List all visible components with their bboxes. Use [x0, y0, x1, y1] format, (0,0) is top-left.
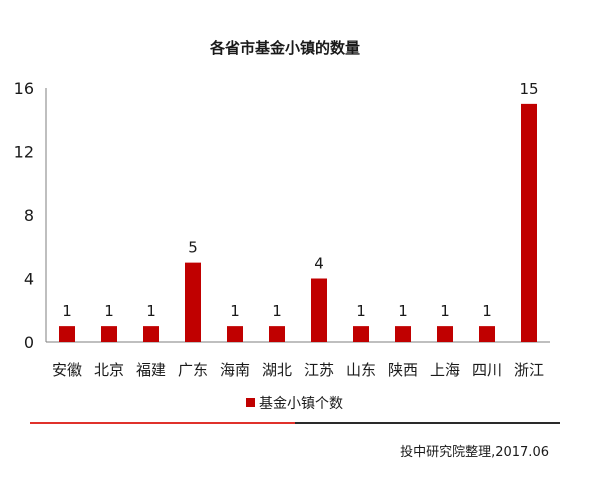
data-label: 1	[356, 302, 366, 320]
y-tick-label: 0	[24, 333, 34, 352]
bar-山东	[353, 326, 369, 342]
x-tick-label: 北京	[94, 361, 124, 379]
data-label: 1	[146, 302, 156, 320]
x-tick-label: 江苏	[304, 361, 334, 379]
legend: 基金小镇个数	[246, 395, 343, 412]
data-label: 1	[62, 302, 72, 320]
bar-陕西	[395, 326, 411, 342]
bar-海南	[227, 326, 243, 342]
source-note: 投中研究院整理,2017.06	[400, 444, 549, 460]
data-labels: 1 1 151 141 1 1 115	[62, 80, 538, 320]
bar-广东	[185, 262, 201, 342]
legend-swatch	[246, 398, 255, 407]
x-tick-label: 四川	[472, 361, 502, 379]
bar-湖北	[269, 326, 285, 342]
bar-江苏	[311, 278, 327, 342]
data-label: 1	[272, 302, 282, 320]
x-tick-label: 广东	[178, 361, 208, 379]
data-label: 1	[398, 302, 408, 320]
y-tick-label: 8	[24, 206, 34, 225]
x-tick-label: 海南	[220, 361, 250, 379]
bar-浙江	[521, 103, 537, 342]
data-label: 1	[230, 302, 240, 320]
bar-福建	[143, 326, 159, 342]
data-label: 4	[314, 255, 324, 273]
x-tick-label: 湖北	[262, 361, 292, 379]
x-tick-label: 安徽	[52, 361, 82, 379]
data-label: 5	[188, 239, 198, 257]
bar-北京	[101, 326, 117, 342]
x-tick-label: 福建	[136, 361, 166, 379]
x-tick-label: 陕西	[388, 361, 418, 379]
y-tick-label: 16	[14, 79, 34, 98]
data-label: 1	[104, 302, 114, 320]
data-label: 15	[519, 80, 538, 98]
x-tick-label: 浙江	[514, 361, 544, 379]
y-tick-label: 12	[14, 143, 34, 162]
data-label: 1	[440, 302, 450, 320]
bar-四川	[479, 326, 495, 342]
chart-title: 各省市基金小镇的数量	[209, 39, 360, 57]
data-label: 1	[482, 302, 492, 320]
x-tick-label: 上海	[430, 361, 460, 379]
bar-安徽	[59, 326, 75, 342]
bar-上海	[437, 326, 453, 342]
y-axis-ticks: 0 4 8 12 16	[14, 79, 34, 352]
x-tick-label: 山东	[346, 361, 376, 379]
legend-label: 基金小镇个数	[259, 395, 343, 412]
bars	[59, 103, 537, 342]
x-axis-labels: 安徽 北京 福建 广东 海南 湖北 江苏 山东 陕西 上海 四川 浙江	[52, 361, 544, 379]
y-tick-label: 4	[24, 270, 34, 289]
